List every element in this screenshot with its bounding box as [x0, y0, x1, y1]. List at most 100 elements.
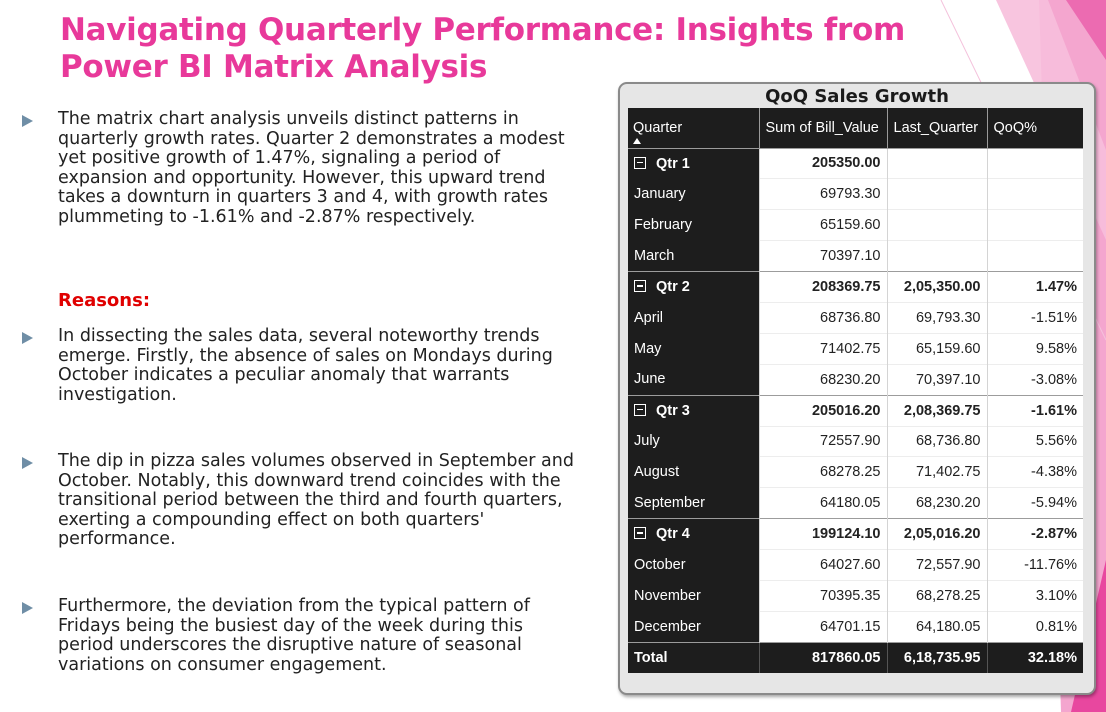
cell-sum: 70397.10: [758, 240, 887, 272]
cell-sum: 64180.05: [758, 487, 887, 519]
sort-ascending-icon[interactable]: [633, 137, 641, 144]
row-label-text: April: [634, 309, 664, 326]
row-label-text: December: [634, 618, 701, 635]
cell-sum: 68230.20: [758, 363, 887, 396]
month-row: August 68278.25 71,402.75 -4.38%: [628, 456, 1083, 488]
quarter-label[interactable]: Qtr 4: [628, 518, 759, 550]
row-label-text: February: [634, 217, 693, 234]
column-header-sum[interactable]: Sum of Bill_Value: [758, 108, 887, 148]
collapse-icon[interactable]: [634, 527, 646, 540]
quarter-label[interactable]: Qtr 1: [628, 147, 759, 179]
cell-last-quarter: 64,180.05: [886, 610, 987, 643]
month-row: April 68736.80 69,793.30 -1.51%: [628, 301, 1083, 334]
reason-3: Furthermore, the deviation from the typi…: [22, 596, 582, 675]
quarter-label[interactable]: Qtr 2: [628, 271, 759, 303]
month-label: July: [628, 426, 759, 457]
quarter-label[interactable]: Qtr 3: [628, 394, 759, 427]
collapse-icon[interactable]: [634, 280, 646, 293]
month-row: November 70395.35 68,278.25 3.10%: [628, 579, 1083, 612]
cell-last-quarter: [886, 240, 987, 272]
quarter-row: Qtr 4 199124.10 2,05,016.20 -2.87%: [628, 518, 1083, 550]
cell-qoq: [986, 178, 1083, 210]
arrow-bullet-icon: [22, 332, 33, 344]
month-label: June: [628, 364, 759, 396]
total-qoq: 32.18%: [986, 641, 1083, 674]
row-label-text: May: [634, 340, 662, 357]
cell-sum: 68278.25: [758, 456, 887, 488]
row-label-text: March: [634, 247, 675, 264]
cell-last-quarter: 65,159.60: [886, 332, 987, 365]
cell-last-quarter: [886, 209, 987, 241]
month-label: October: [628, 549, 759, 581]
cell-last-quarter: 2,05,016.20: [886, 518, 987, 550]
slide-title: Navigating Quarterly Performance: Insigh…: [60, 12, 905, 85]
month-label: August: [628, 456, 759, 488]
total-last-quarter: 6,18,735.95: [886, 641, 987, 674]
reason-text: The dip in pizza sales volumes observed …: [58, 451, 574, 549]
cell-last-quarter: [886, 147, 987, 179]
column-header-last-quarter[interactable]: Last_Quarter: [886, 108, 987, 148]
cell-qoq: -5.94%: [986, 487, 1083, 519]
month-label: April: [628, 302, 759, 334]
reasons-heading: Reasons:: [58, 290, 151, 311]
cell-qoq: 5.56%: [986, 425, 1083, 457]
cell-sum: 205016.20: [758, 394, 887, 427]
cell-last-quarter: 68,736.80: [886, 425, 987, 457]
cell-sum: 72557.90: [758, 425, 887, 457]
matrix-title: QoQ Sales Growth: [765, 86, 949, 107]
total-row: Total 817860.05 6,18,735.95 32.18%: [628, 641, 1083, 674]
column-header-quarter[interactable]: Quarter: [628, 108, 759, 148]
row-label-text: August: [634, 464, 680, 481]
month-row: March 70397.10: [628, 240, 1083, 272]
row-label-text: Qtr 3: [656, 402, 690, 419]
reason-2: The dip in pizza sales volumes observed …: [22, 451, 582, 550]
cell-qoq: 1.47%: [986, 271, 1083, 303]
cell-qoq: 9.58%: [986, 332, 1083, 365]
row-label-text: November: [634, 587, 701, 604]
cell-qoq: [986, 147, 1083, 179]
month-row: September 64180.05 68,230.20 -5.94%: [628, 487, 1083, 519]
cell-qoq: -1.61%: [986, 394, 1083, 427]
month-label: November: [628, 580, 759, 612]
arrow-bullet-icon: [22, 602, 33, 614]
cell-qoq: -2.87%: [986, 518, 1083, 550]
cell-last-quarter: [886, 178, 987, 210]
arrow-bullet-icon: [22, 457, 33, 469]
month-label: December: [628, 611, 759, 643]
month-row: July 72557.90 68,736.80 5.56%: [628, 425, 1083, 457]
cell-last-quarter: 2,05,350.00: [886, 271, 987, 303]
row-label-text: October: [634, 557, 686, 574]
month-label: September: [628, 487, 759, 519]
cell-sum: 199124.10: [758, 518, 887, 550]
row-label-text: Qtr 2: [656, 279, 690, 296]
matrix-header-row: Quarter Sum of Bill_Value Last_Quarter Q…: [628, 108, 1083, 148]
cell-qoq: 0.81%: [986, 610, 1083, 643]
bullet-1: The matrix chart analysis unveils distin…: [22, 109, 582, 227]
month-row: January 69793.30: [628, 178, 1083, 210]
month-row: October 64027.60 72,557.90 -11.76%: [628, 549, 1083, 581]
cell-sum: 64027.60: [758, 549, 887, 581]
cell-sum: 71402.75: [758, 332, 887, 365]
cell-qoq: -1.51%: [986, 301, 1083, 334]
month-row: February 65159.60: [628, 209, 1083, 241]
reason-text: Furthermore, the deviation from the typi…: [58, 596, 530, 675]
row-label-text: January: [634, 186, 686, 203]
month-row: December 64701.15 64,180.05 0.81%: [628, 610, 1083, 643]
month-label: March: [628, 240, 759, 272]
cell-qoq: -4.38%: [986, 456, 1083, 488]
month-row: May 71402.75 65,159.60 9.58%: [628, 332, 1083, 365]
cell-last-quarter: 2,08,369.75: [886, 394, 987, 427]
arrow-bullet-icon: [22, 115, 33, 127]
column-header-qoq[interactable]: QoQ%: [986, 108, 1083, 148]
cell-qoq: [986, 240, 1083, 272]
quarter-row: Qtr 1 205350.00: [628, 147, 1083, 179]
cell-sum: 68736.80: [758, 301, 887, 334]
cell-qoq: [986, 209, 1083, 241]
cell-last-quarter: 70,397.10: [886, 363, 987, 396]
cell-sum: 70395.35: [758, 579, 887, 612]
month-label: January: [628, 178, 759, 210]
matrix-visual[interactable]: QoQ Sales Growth Quarter Sum of Bill_Val…: [618, 82, 1096, 695]
collapse-icon[interactable]: [634, 403, 646, 416]
collapse-icon[interactable]: [634, 156, 646, 169]
cell-last-quarter: 72,557.90: [886, 549, 987, 581]
